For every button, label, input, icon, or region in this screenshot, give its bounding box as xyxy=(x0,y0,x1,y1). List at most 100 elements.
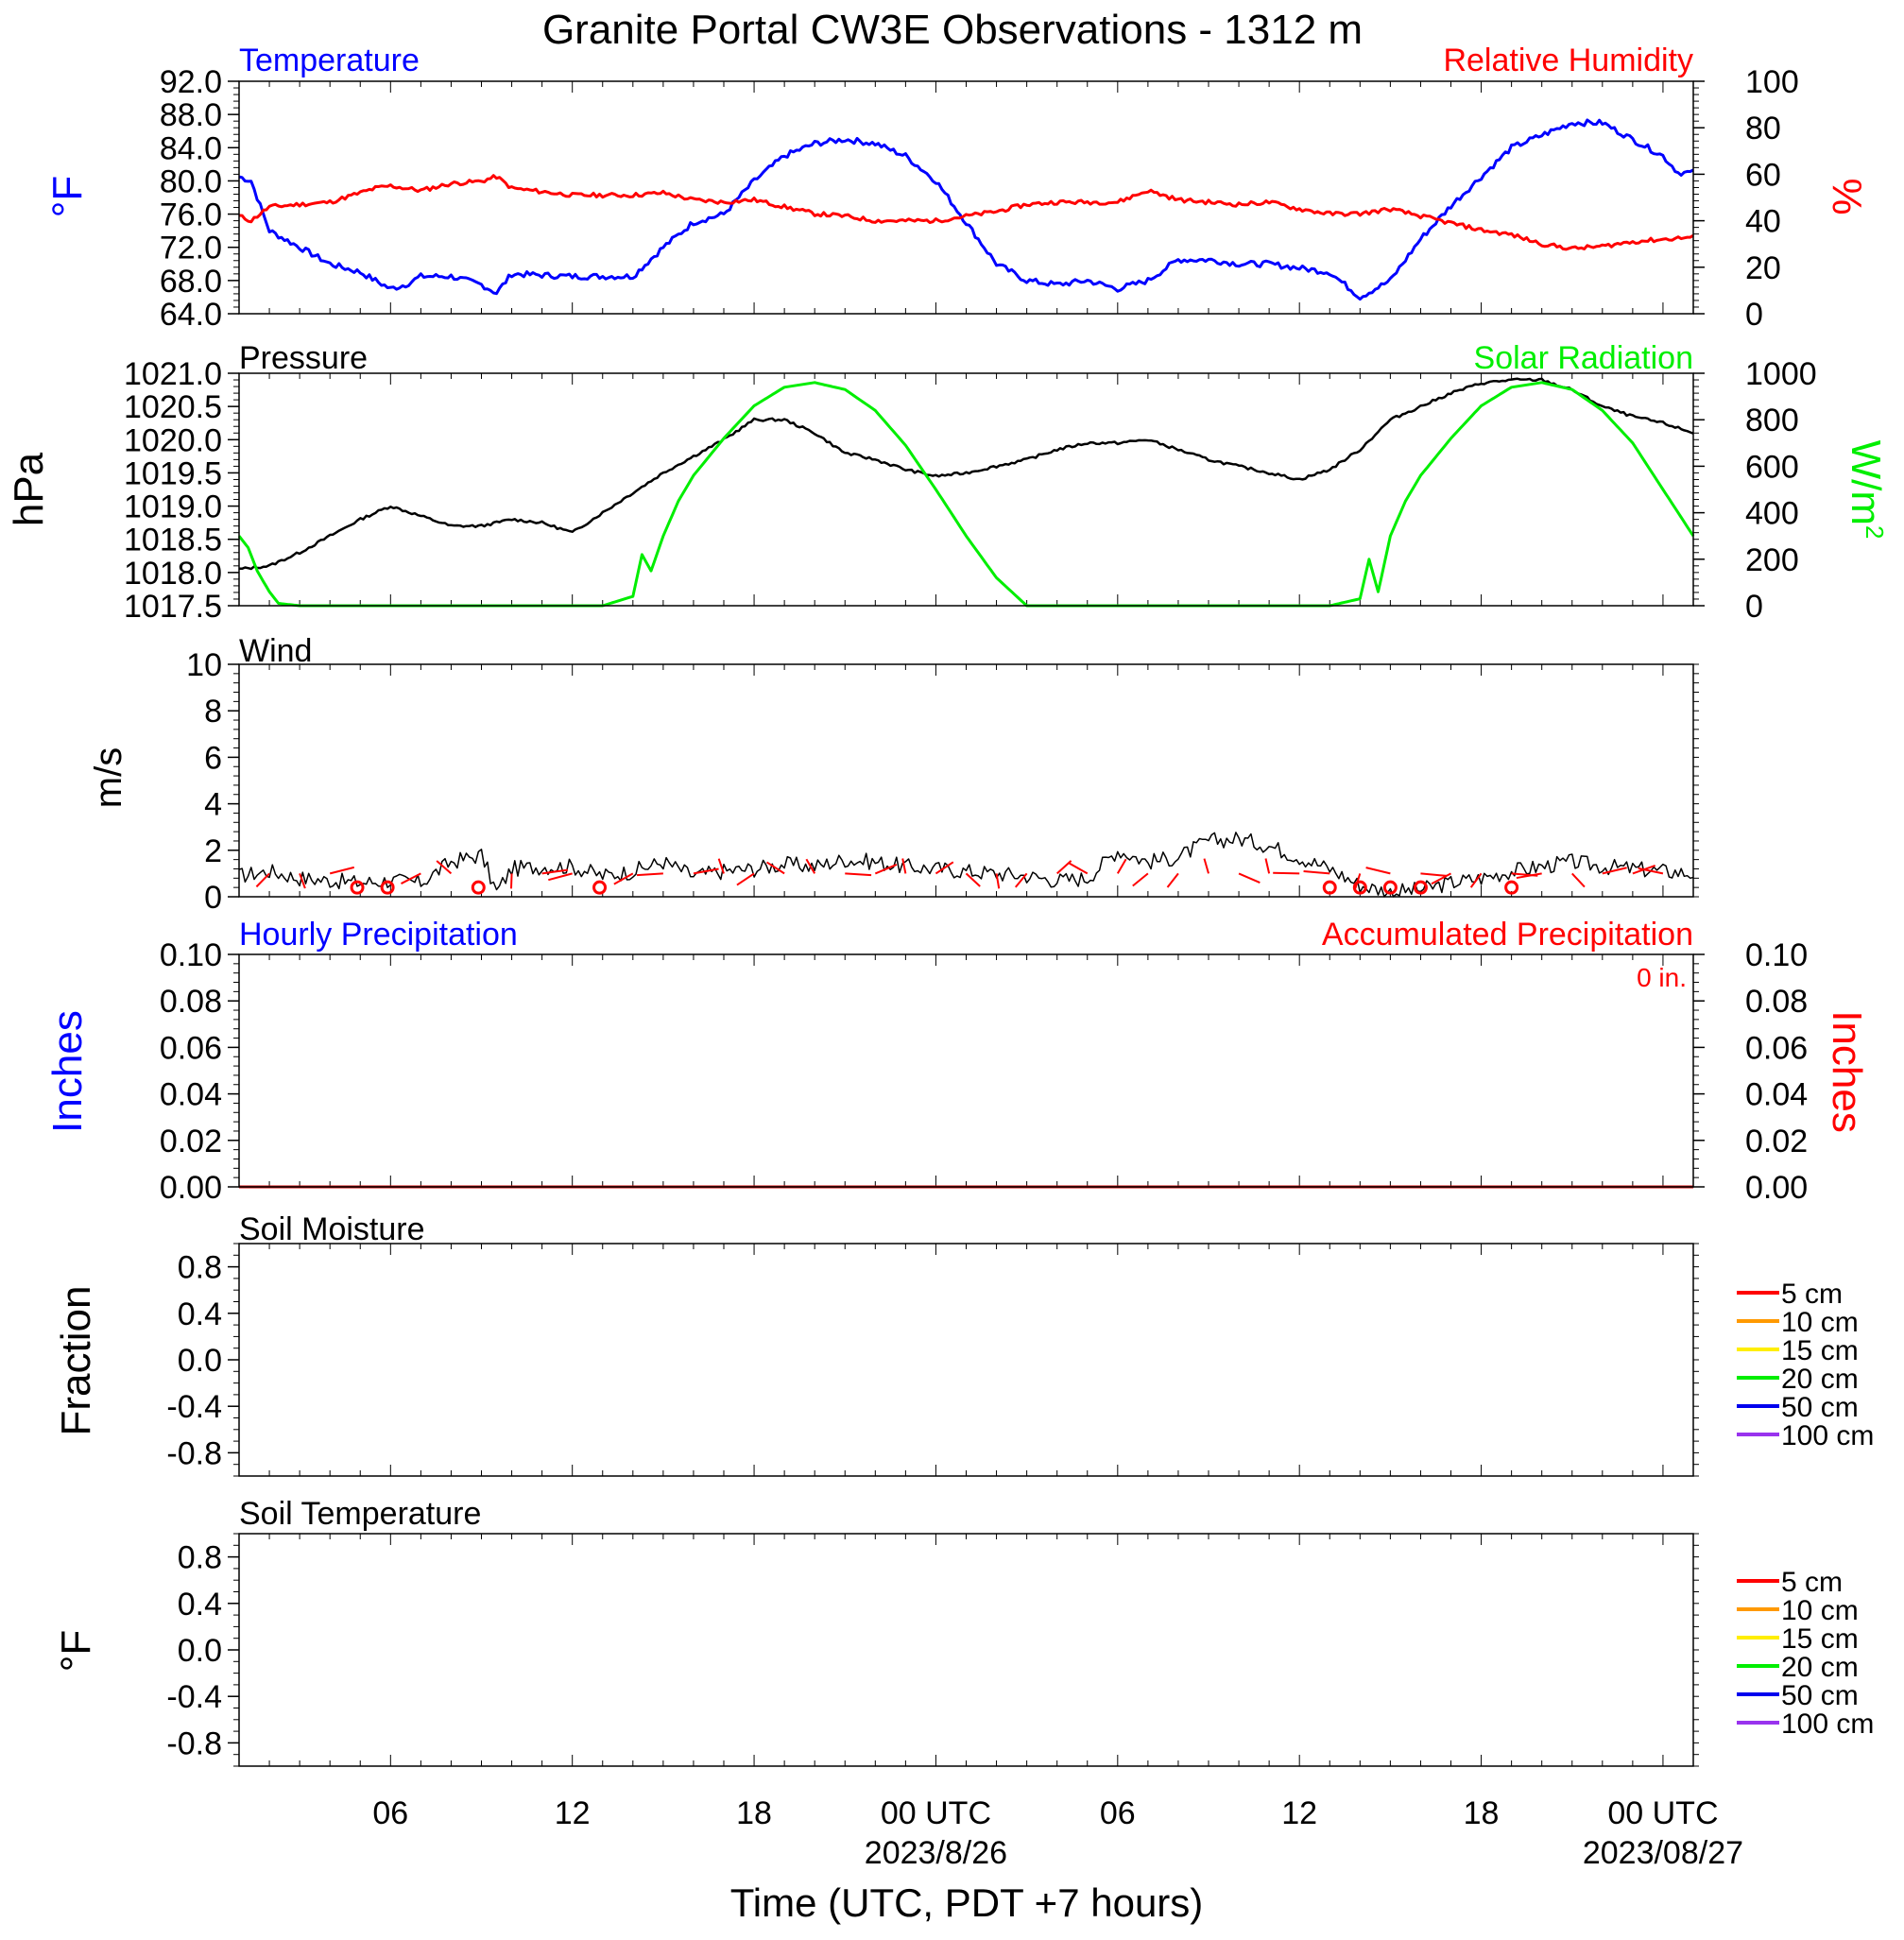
panel-wind: Wind m/s 10 8 6 4 2 0 xyxy=(88,633,1699,916)
wind-title: Wind xyxy=(239,633,312,669)
x-tick-date: 2023/08/27 xyxy=(1583,1835,1743,1871)
legend-label: 100 cm xyxy=(1781,1420,1874,1451)
wind-barb xyxy=(401,872,421,884)
calm-wind-marker xyxy=(380,880,395,895)
y-tick-label-left: 80.0 xyxy=(160,163,222,199)
series-line-relative-humidity xyxy=(238,174,1694,251)
calm-wind-marker xyxy=(1504,880,1519,895)
y-tick-label-left: 88.0 xyxy=(160,97,222,133)
wind-barb xyxy=(736,872,755,886)
legend-label: 100 cm xyxy=(1781,1708,1874,1740)
y-tick-label-left: 0.4 xyxy=(178,1587,222,1622)
soil-moisture-axes: 0.8 0.4 0.0 -0.4 -0.8 xyxy=(166,1243,1699,1477)
x-tick-label: 06 xyxy=(1100,1795,1136,1831)
y-tick-label-left: 0.8 xyxy=(178,1250,222,1286)
wind-barb xyxy=(1068,862,1089,875)
wind-barb xyxy=(1166,872,1179,888)
wind-barb xyxy=(845,872,872,877)
wind-barb xyxy=(1469,872,1483,888)
temperature-series xyxy=(238,118,1694,301)
legend-label: 10 cm xyxy=(1781,1595,1859,1626)
soil-temperature-ylabel: °F xyxy=(53,1630,99,1672)
hourly-precip-ylabel: Inches xyxy=(44,1010,91,1133)
y-tick-label-left: 4 xyxy=(204,787,222,823)
y-tick-label-left: 1021.0 xyxy=(124,356,222,392)
wind-barb xyxy=(613,872,634,885)
y-tick-label-left: 72.0 xyxy=(160,231,222,266)
wind-barb xyxy=(1014,872,1028,888)
y-tick-label-right: 400 xyxy=(1745,496,1799,532)
wind-barb xyxy=(1365,867,1391,875)
wind-barb xyxy=(1571,872,1586,888)
panel-soil-moisture: Soil Moisture Fraction 0.8 0.4 0.0 -0.4 -0.8… xyxy=(53,1211,1874,1477)
y-tick-label-left: 1019.0 xyxy=(124,489,222,525)
soil-temperature-plot-frame xyxy=(238,1533,1694,1767)
series-line-solar-radiation xyxy=(237,381,1695,608)
y-tick-label-left: 92.0 xyxy=(160,64,222,100)
y-tick-label-left: 0.08 xyxy=(160,984,222,1020)
panel-precipitation: Hourly Precipitation Accumulated Precipi… xyxy=(44,917,1870,1206)
wind-barb xyxy=(1273,871,1300,875)
y-tick-label-right: 100 xyxy=(1745,64,1799,100)
wind-barb xyxy=(1238,872,1261,884)
y-tick-label-left: 1017.5 xyxy=(124,589,222,625)
calm-wind-marker xyxy=(1382,880,1398,895)
legend-label: 20 cm xyxy=(1781,1364,1859,1395)
y-tick-label-left: 1019.5 xyxy=(124,455,222,491)
wind-barb xyxy=(717,858,725,874)
temperature-title: Temperature xyxy=(239,43,420,78)
humidity-ylabel: % xyxy=(1824,178,1870,215)
series-line-wind xyxy=(238,832,1694,898)
wind-barb xyxy=(935,861,954,875)
y-tick-label-right: 0 xyxy=(1745,589,1763,625)
wind-axes: 10 8 6 4 2 0 xyxy=(186,647,1699,916)
calm-wind-marker xyxy=(1352,880,1367,895)
y-tick-label-left: 10 xyxy=(186,647,222,683)
y-tick-label-right: 80 xyxy=(1745,111,1781,146)
wind-barb xyxy=(1516,872,1542,880)
y-tick-label-right: 0.00 xyxy=(1745,1170,1808,1206)
y-tick-label-left: 8 xyxy=(204,694,222,730)
calm-wind-marker xyxy=(592,880,608,895)
wind-barb xyxy=(541,868,568,875)
chart-title: Granite Portal CW3E Observations - 1312 … xyxy=(542,7,1363,53)
y-tick-label-right: 20 xyxy=(1745,250,1781,286)
wind-plot-frame xyxy=(238,663,1694,898)
pressure-plot-frame xyxy=(238,372,1694,607)
y-tick-label-left: 0.0 xyxy=(178,1343,222,1379)
temperature-ylabel: °F xyxy=(44,176,91,217)
x-tick-label: 00 UTC xyxy=(1607,1795,1718,1831)
y-tick-label-left: 0.0 xyxy=(178,1633,222,1669)
precipitation-plot-frame xyxy=(238,953,1694,1188)
y-tick-label-left: 0.10 xyxy=(160,937,222,973)
solar-title: Solar Radiation xyxy=(1474,340,1693,376)
wind-barb xyxy=(1602,867,1627,875)
y-tick-label-right: 600 xyxy=(1745,449,1799,485)
wind-barb xyxy=(874,864,898,875)
wind-barb xyxy=(255,872,270,888)
y-tick-label-left: 6 xyxy=(204,740,222,776)
soil-moisture-plot-frame xyxy=(238,1243,1694,1477)
y-tick-label-left: -0.8 xyxy=(166,1725,222,1761)
panel-pressure-solar: Pressure Solar Radiation hPa W/m2 1021.0… xyxy=(6,340,1889,625)
wind-ylabel: m/s xyxy=(88,747,129,808)
soil-moisture-title: Soil Moisture xyxy=(239,1211,425,1247)
wind-barb xyxy=(1303,870,1330,875)
y-tick-label-left: 0.02 xyxy=(160,1124,222,1159)
wind-barb xyxy=(548,872,573,882)
legend-label: 15 cm xyxy=(1781,1335,1859,1366)
solar-ylabel: W/m2 xyxy=(1843,440,1889,540)
y-tick-label-left: 1018.0 xyxy=(124,556,222,592)
y-tick-label-right: 0.10 xyxy=(1745,937,1808,973)
wind-series xyxy=(238,832,1694,898)
legend-label: 20 cm xyxy=(1781,1652,1859,1683)
y-tick-label-left: 84.0 xyxy=(160,130,222,166)
wind-barb xyxy=(693,867,719,875)
y-tick-label-left: 0.06 xyxy=(160,1030,222,1066)
y-tick-label-left: -0.4 xyxy=(166,1679,222,1715)
hourly-precip-title: Hourly Precipitation xyxy=(239,917,518,953)
precipitation-axes: 0.10 0.08 0.06 0.04 0.02 0.00 0.10 0.08 0.06 0.04… xyxy=(160,937,1808,1206)
calm-wind-marker xyxy=(1413,880,1428,895)
accum-precip-title: Accumulated Precipitation xyxy=(1322,917,1693,953)
